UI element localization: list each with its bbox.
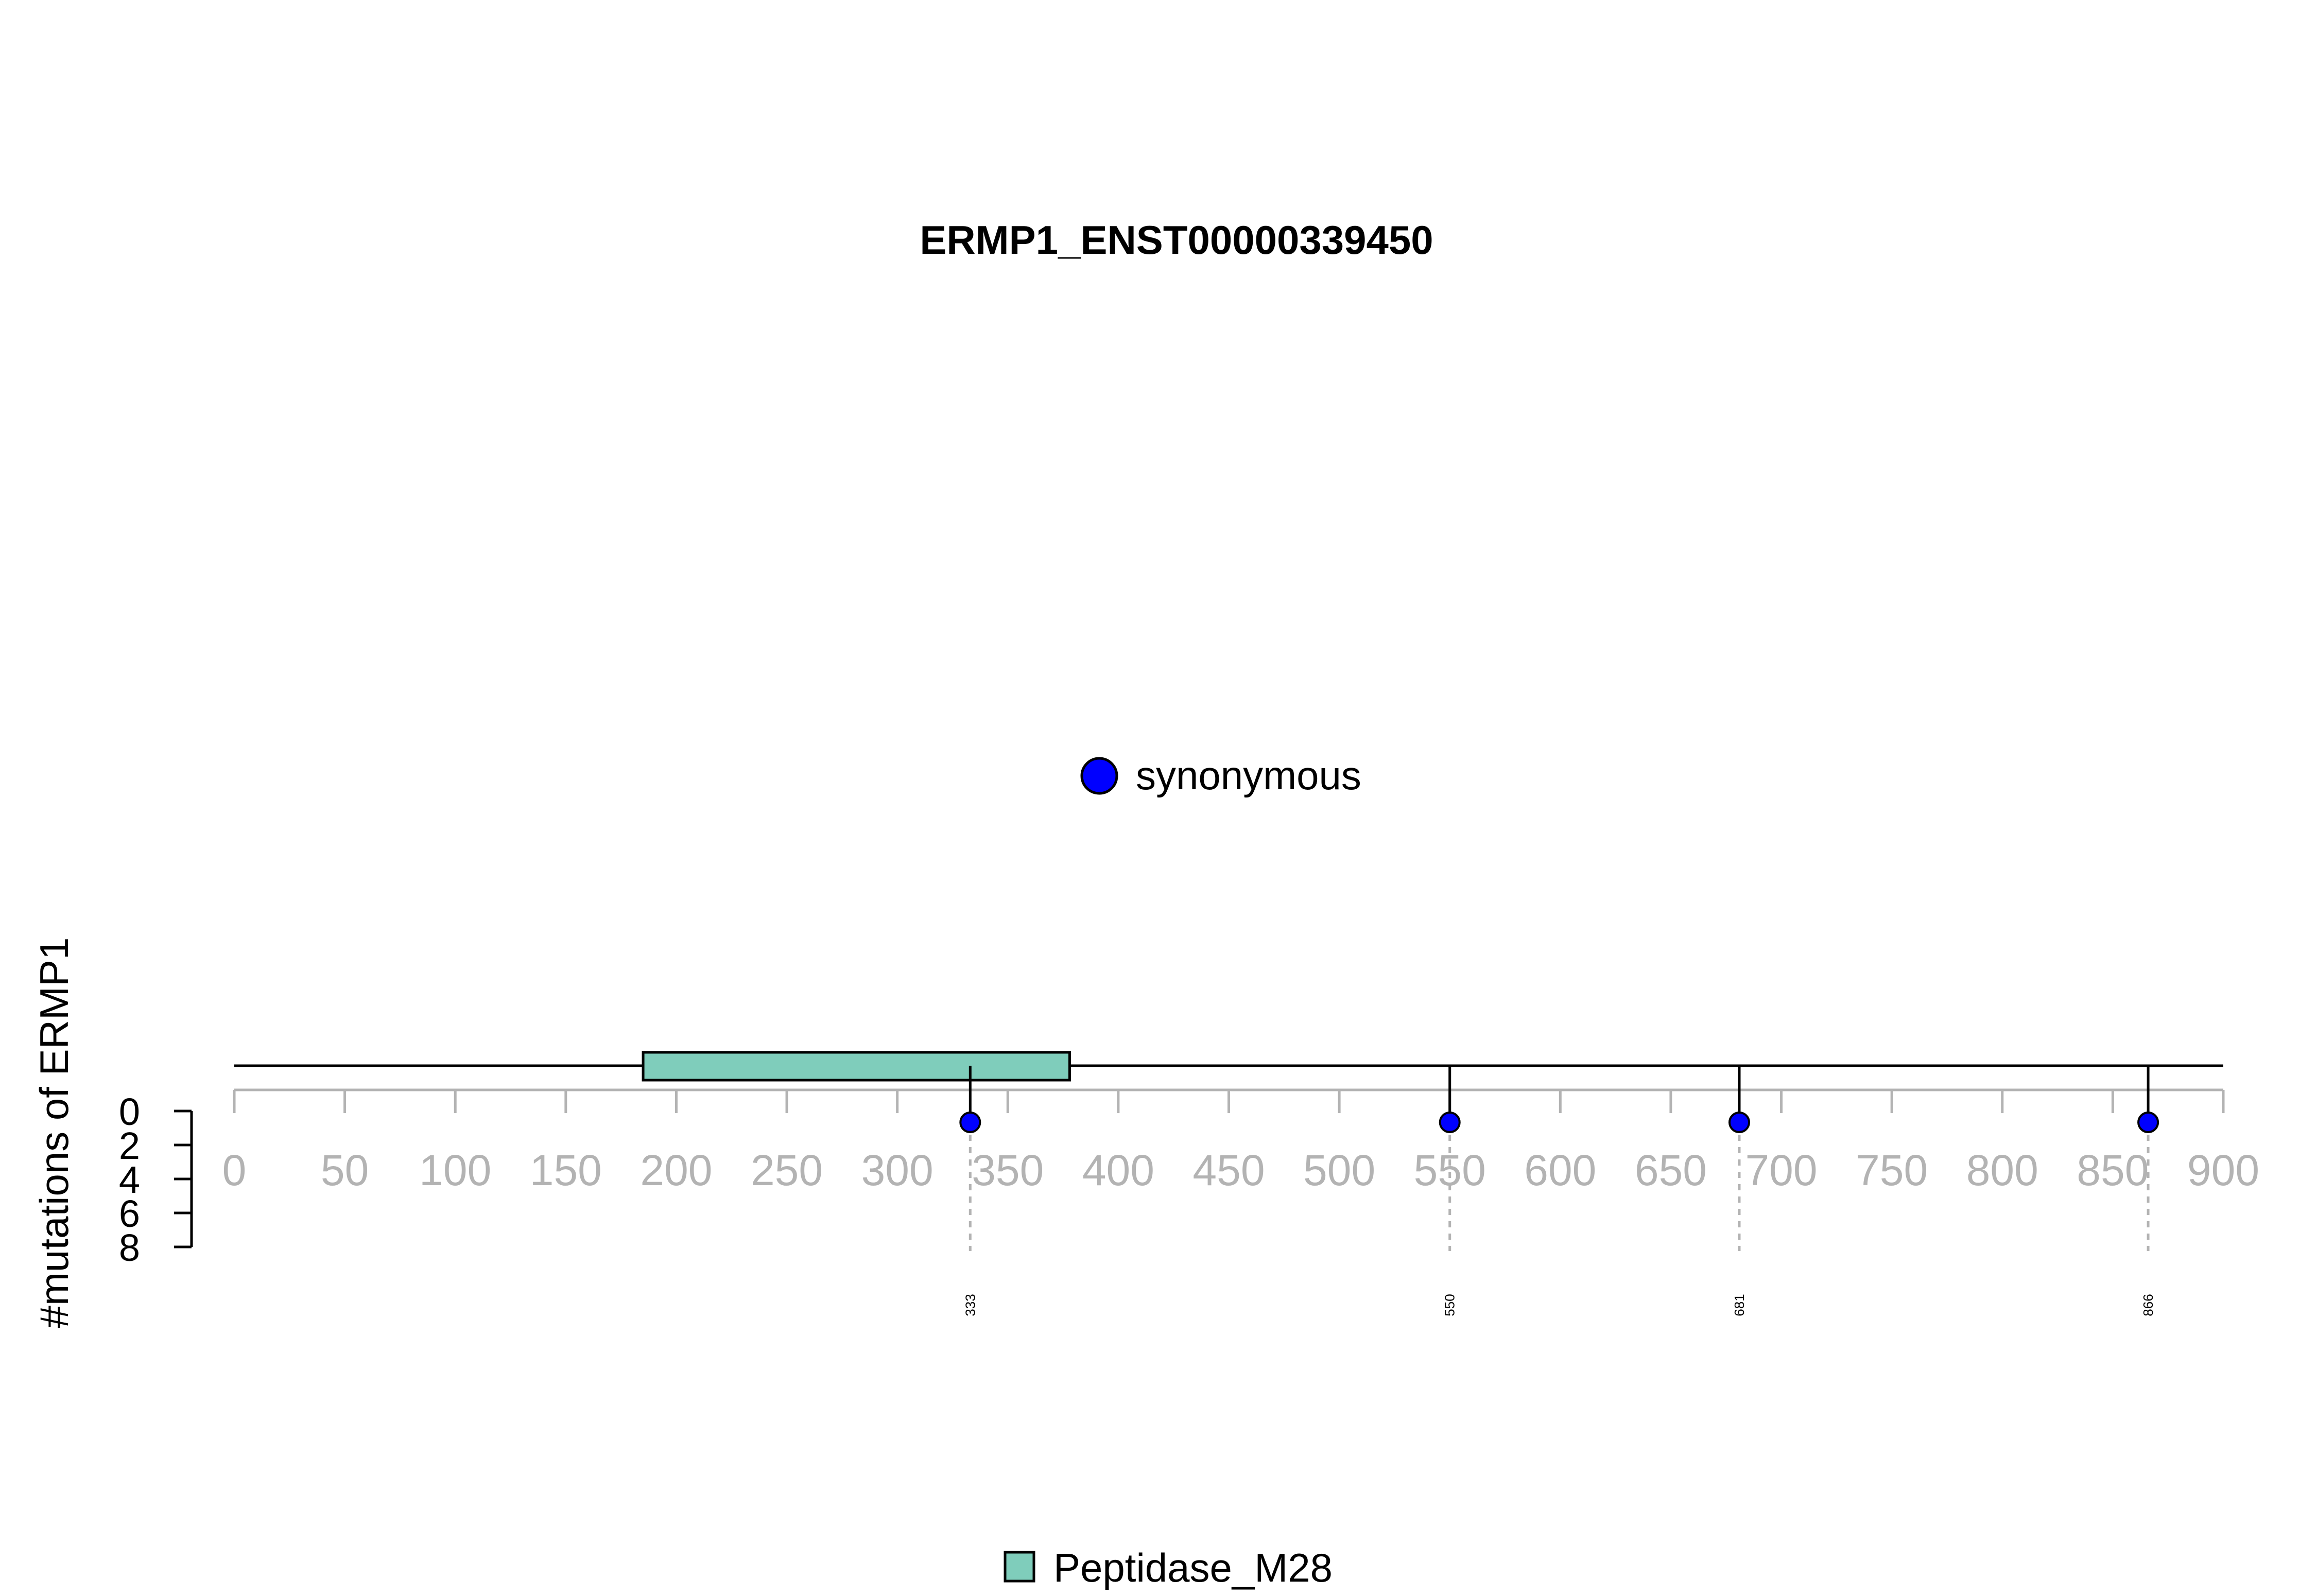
x-tick-label: 400 (1082, 1146, 1154, 1194)
x-tick-label: 100 (419, 1146, 491, 1194)
mutation-position-label: 550 (1442, 1294, 1458, 1316)
mutation-681: 681 (1728, 1066, 1751, 1316)
x-tick-label: 800 (1966, 1146, 2038, 1194)
mutation-866: 866 (2137, 1066, 2159, 1316)
x-tick-label: 500 (1303, 1146, 1375, 1194)
x-tick-label: 150 (530, 1146, 602, 1194)
mutation-marker (1439, 1112, 1461, 1133)
y-tick-label: 6 (119, 1192, 140, 1235)
y-tick-label: 2 (119, 1124, 140, 1167)
mutation-550: 550 (1439, 1066, 1461, 1316)
y-axis-label: #mutations of ERMP1 (31, 938, 77, 1328)
x-axis: 0 50 100 150 200 250 300 350 400 450 500 550 600 650 7… (222, 1088, 2259, 1194)
chart-title: ERMP1_ENST00000339450 (920, 217, 1433, 263)
legend-synonymous-label: synonymous (1136, 753, 1361, 798)
x-tick-label: 200 (640, 1146, 712, 1194)
x-tick-label: 600 (1524, 1146, 1596, 1194)
x-tick-label: 750 (1856, 1146, 1928, 1194)
y-tick-label: 0 (119, 1090, 140, 1133)
x-tick-label: 900 (2187, 1146, 2259, 1194)
domain-layer (642, 1051, 1071, 1082)
x-tick-label: 350 (972, 1146, 1044, 1194)
legend-peptidase-m28-swatch (1004, 1551, 1035, 1583)
x-tick-label: 850 (2077, 1146, 2149, 1194)
mutation-position-label: 333 (962, 1294, 978, 1316)
domain-peptidase-m28 (642, 1051, 1071, 1082)
mutation-legend: synonymous (1080, 753, 1361, 798)
mutation-marker (1728, 1112, 1751, 1133)
mutation-marker (2137, 1112, 2159, 1133)
y-tick-label: 8 (119, 1226, 140, 1269)
mutation-marker (959, 1112, 981, 1133)
x-tick-label: 0 (222, 1146, 247, 1194)
mutation-333: 333 (959, 1066, 981, 1316)
x-tick-label: 700 (1745, 1146, 1817, 1194)
x-tick-label: 300 (861, 1146, 933, 1194)
legend-synonymous-marker (1080, 757, 1118, 795)
x-tick-label: 50 (321, 1146, 369, 1194)
mutation-layer: 333 550 681 866 (959, 1066, 2159, 1316)
y-tick-label: 4 (119, 1158, 140, 1201)
domain-legend: Peptidase_M28 (1004, 1545, 1333, 1590)
mutation-position-label: 866 (2140, 1294, 2156, 1316)
x-tick-label: 650 (1635, 1146, 1707, 1194)
x-tick-label: 250 (751, 1146, 823, 1194)
x-tick-label: 450 (1192, 1146, 1265, 1194)
legend-peptidase-m28-label: Peptidase_M28 (1053, 1545, 1333, 1590)
mutation-position-label: 681 (1732, 1294, 1747, 1316)
